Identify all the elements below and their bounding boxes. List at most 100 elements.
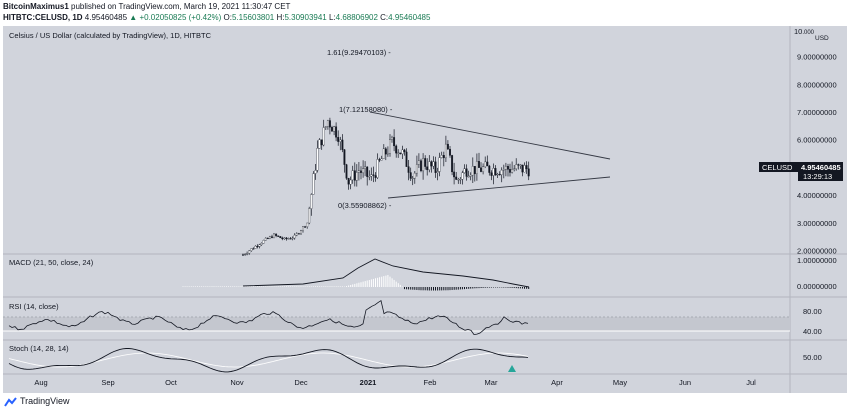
candle-body (446, 143, 449, 150)
candle-body (440, 155, 443, 158)
macd-pane (182, 258, 530, 291)
macd-tick-1: 1.00000000 (797, 256, 837, 265)
candle-body (322, 127, 325, 146)
candle-body (264, 237, 267, 241)
candle-body (527, 168, 530, 177)
candle-body (273, 233, 275, 238)
candle-body (411, 177, 414, 180)
candle-body (492, 168, 495, 176)
candle-body (364, 166, 367, 169)
candle-body (271, 236, 273, 238)
candle-body (393, 137, 396, 147)
tradingview-footer[interactable]: TradingView (4, 396, 70, 407)
stoch-tick-50: 50.00 (803, 353, 822, 362)
candle-body (465, 168, 468, 177)
candle-body (509, 169, 511, 173)
candle-body (521, 164, 524, 173)
candle-body (262, 240, 265, 244)
candle-body (374, 175, 377, 178)
candle-body (453, 171, 456, 178)
candle-body (318, 139, 321, 149)
chart-area[interactable]: Celsius / US Dollar (calculated by Tradi… (3, 26, 847, 393)
candle-body (353, 170, 356, 181)
candle-body (287, 238, 290, 240)
candle-body (347, 178, 350, 185)
stoch-pane (8, 348, 529, 373)
candle-body (275, 233, 278, 236)
symbol-line: HITBTC:CELUSD, 1D (3, 13, 83, 22)
candle-body (343, 149, 346, 165)
candle-body (525, 165, 528, 170)
fib-label-161: 1.61(9.29470103) - (327, 48, 391, 57)
candle-body (266, 237, 269, 240)
rsi-line (8, 299, 529, 336)
o-label: O: (223, 13, 232, 22)
candle-body (349, 179, 352, 185)
x-axis-label: Nov (230, 378, 244, 387)
stoch-k-line (8, 348, 529, 373)
candle-body (256, 245, 259, 248)
candle-body (254, 245, 257, 249)
candle-body (403, 149, 406, 153)
candle-body (337, 137, 340, 142)
candle-body (312, 173, 315, 195)
candle-body (459, 179, 462, 181)
y-tick-top-unit: .000 (802, 30, 814, 36)
candles (242, 117, 530, 256)
candle-body (341, 139, 344, 150)
lower-trendline[interactable] (387, 176, 611, 199)
candle-body (415, 164, 418, 174)
candle-body (357, 170, 360, 173)
upper-trendline[interactable] (369, 111, 611, 160)
candle-body (300, 230, 302, 234)
candle-body (242, 254, 244, 256)
candle-body (426, 166, 429, 171)
macd-label: MACD (21, 50, close, 24) (9, 258, 94, 267)
x-axis-label: May (613, 378, 627, 387)
candle-body (504, 166, 507, 170)
candle-body (370, 174, 373, 177)
candle-body (306, 222, 309, 227)
candle-body (289, 238, 292, 240)
y-tick-top-value: 10 (794, 27, 802, 36)
candle-body (430, 161, 433, 167)
last-value: 4.95460485 (84, 13, 128, 22)
candle-body (326, 120, 329, 127)
y-tick-label: 9.00000000 (797, 53, 837, 62)
y-tick-label: 7.00000000 (797, 108, 837, 117)
price-tag-value: 4.95460485 (801, 163, 841, 172)
chart-svg[interactable]: Celsius / US Dollar (calculated by Tradi… (3, 26, 847, 393)
candle-body (515, 164, 518, 169)
y-tick-label: 3.00000000 (797, 219, 837, 228)
candle-body (355, 172, 358, 181)
candle-body (438, 157, 441, 172)
candle-body (372, 174, 375, 176)
l-label: L: (328, 13, 336, 22)
change-value: +0.02050825 (+0.42%) (139, 13, 222, 22)
candle-body (455, 176, 458, 180)
macd-tick-0: 0.00000000 (797, 282, 837, 291)
candle-body (517, 164, 520, 166)
candle-body (351, 170, 354, 181)
candle-body (376, 159, 379, 178)
candle-body (391, 137, 393, 140)
candle-body (302, 226, 304, 231)
candle-body (331, 127, 333, 132)
candle-body (386, 153, 389, 155)
candle-body (366, 166, 369, 177)
candle-body (378, 159, 381, 161)
candle-body (310, 194, 313, 209)
candle-body (405, 151, 408, 167)
c-label: C: (380, 13, 389, 22)
tradingview-logo-icon (4, 397, 17, 407)
candle-body (511, 169, 514, 173)
candle-body (486, 161, 489, 167)
main-pane-title: Celsius / US Dollar (calculated by Tradi… (9, 31, 212, 40)
candle-body (308, 208, 311, 224)
h-value: 5.30903941 (284, 13, 327, 22)
candle-body (519, 164, 522, 166)
candle-body (409, 172, 412, 179)
y-tick-label: 2.00000000 (797, 247, 837, 256)
author-name[interactable]: BitcoinMaximus1 (3, 2, 69, 11)
rsi-pane (8, 299, 529, 336)
